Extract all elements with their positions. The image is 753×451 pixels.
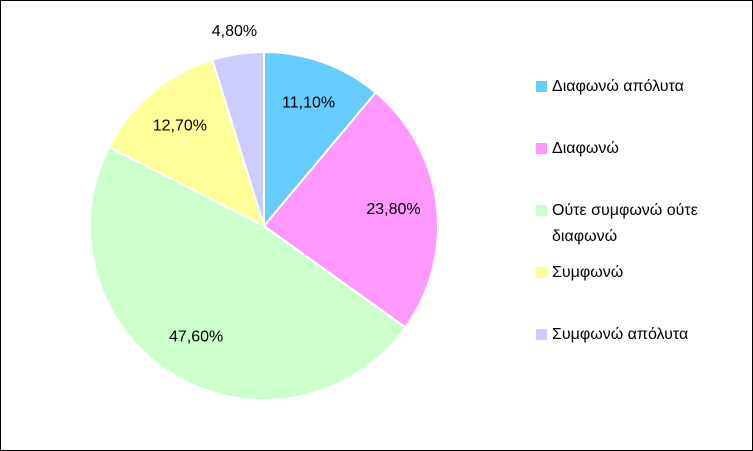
legend-swatch <box>536 267 547 278</box>
legend-swatch <box>536 81 547 92</box>
pie-slice <box>107 58 266 228</box>
legend-swatch <box>536 205 547 216</box>
legend-swatch <box>536 143 547 154</box>
legend-item: Ούτε συμφωνώ ούτε διαφωνώ <box>536 198 726 250</box>
legend-item: Διαφωνώ <box>536 136 726 162</box>
pie-slice <box>211 50 265 227</box>
legend-label: Διαφωνώ απόλυτα <box>552 78 684 95</box>
data-label: 4,80% <box>212 23 257 40</box>
legend-item: Διαφωνώ απόλυτα <box>536 74 726 100</box>
data-label: 12,70% <box>153 117 207 134</box>
pie-slice <box>89 145 407 401</box>
legend-label: Συμφωνώ <box>552 264 624 281</box>
legend-item: Συμφωνώ απόλυτα <box>536 322 726 348</box>
legend-label: Συμφωνώ απόλυτα <box>552 326 689 343</box>
data-label: 23,80% <box>366 201 420 218</box>
legend-label: Διαφωνώ <box>552 140 619 157</box>
pie-slice <box>262 91 439 329</box>
data-label: 47,60% <box>169 329 223 346</box>
legend-swatch <box>536 329 547 340</box>
legend-item: Συμφωνώ <box>536 260 726 286</box>
legend-label: Ούτε συμφωνώ ούτε διαφωνώ <box>552 202 698 245</box>
data-label: 11,10% <box>282 95 335 112</box>
pie-slice <box>263 50 378 229</box>
